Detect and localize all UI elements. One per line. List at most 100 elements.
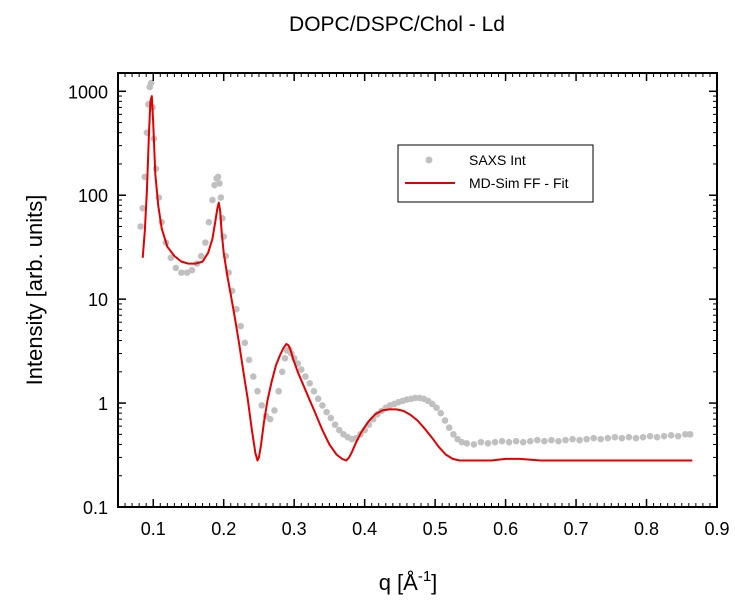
saxs-point [562, 436, 569, 444]
saxs-point [188, 266, 196, 274]
plot-frame [117, 72, 718, 508]
saxs-point [674, 432, 682, 440]
x-tick-label: 0.2 [211, 519, 236, 539]
saxs-point [491, 438, 499, 446]
saxs-point [686, 431, 694, 438]
legend-scatter-marker [425, 156, 433, 164]
legend-label-fit: MD-Sim FF - Fit [469, 175, 569, 191]
saxs-point [653, 433, 661, 441]
saxs-point [484, 440, 492, 447]
saxs-point [428, 400, 436, 408]
saxs-point [660, 432, 668, 440]
saxs-point [331, 421, 339, 428]
saxs-point [512, 437, 520, 445]
saxs-point [323, 408, 330, 416]
saxs-point [639, 433, 647, 441]
y-axis: 0.1 1 10 100 1000 [68, 82, 717, 518]
saxs-point [205, 218, 213, 226]
saxs-point [137, 223, 144, 230]
y-tick-label: 1 [98, 394, 108, 414]
saxs-point [310, 387, 318, 395]
saxs-point [327, 414, 335, 422]
saxs-point [548, 436, 555, 444]
saxs-point [505, 438, 513, 446]
saxs-point [667, 431, 675, 439]
saxs-point [183, 269, 191, 276]
chart-title: DOPC/DSPC/Chol - Ld [289, 13, 505, 36]
saxs-point [139, 204, 146, 212]
legend-box [397, 144, 594, 203]
x-tick-label: 0.3 [282, 519, 307, 539]
saxs-point [275, 387, 282, 395]
md-sim-fit-series [141, 95, 693, 462]
saxs-point [583, 435, 590, 443]
saxs-point [237, 322, 244, 330]
saxs-point [470, 441, 478, 448]
saxs-point [519, 438, 527, 446]
saxs-point [147, 79, 155, 87]
saxs-int-series [137, 79, 694, 448]
saxs-point [576, 436, 583, 444]
x-axis: 0.1 0.2 0.3 0.4 0.5 0.6 0.7 0.8 0.9 [124, 73, 730, 539]
saxs-point [437, 409, 445, 417]
x-axis-title: q [Å-1] [379, 568, 438, 595]
y-tick-label: 10 [88, 290, 108, 310]
saxs-point [233, 305, 240, 313]
legend: SAXS Int MD-Sim FF - Fit [397, 144, 594, 203]
saxs-point [477, 438, 485, 446]
saxs-point [245, 356, 253, 364]
saxs-point [278, 368, 286, 376]
saxs-point [217, 194, 225, 201]
legend-label-saxs: SAXS Int [469, 152, 526, 168]
saxs-point [618, 434, 626, 442]
saxs-point [266, 415, 274, 423]
y-tick-label: 0.1 [83, 498, 108, 518]
y-axis-title: Intensity [arb. units] [22, 195, 47, 386]
saxs-point [178, 269, 185, 276]
saxs-point [433, 404, 440, 412]
x-tick-label: 0.5 [423, 519, 448, 539]
saxs-point [214, 173, 222, 181]
saxs-point [202, 239, 209, 246]
saxs-point [297, 366, 305, 373]
saxs-point [258, 402, 266, 409]
saxs-point [463, 440, 471, 447]
saxs-point [250, 373, 257, 380]
saxs-point [632, 434, 640, 442]
y-tick-label: 1000 [68, 82, 108, 102]
y-tick-label: 100 [78, 186, 108, 206]
saxs-point [646, 432, 654, 440]
saxs-point [167, 254, 175, 262]
saxs-point [569, 435, 576, 443]
x-tick-label: 0.7 [564, 519, 589, 539]
saxs-point [172, 264, 180, 272]
fit-line [141, 95, 693, 462]
saxs-point [319, 402, 326, 409]
saxs-point [209, 196, 216, 204]
saxs-point [314, 395, 322, 403]
saxs-point [526, 437, 534, 445]
saxs-point [590, 434, 597, 442]
saxs-point [604, 434, 612, 442]
saxs-point [541, 437, 548, 445]
saxs-point [611, 433, 619, 441]
saxs-point [254, 387, 261, 395]
x-tick-label: 0.6 [493, 519, 518, 539]
saxs-point [335, 426, 343, 434]
saxs-point [281, 354, 289, 362]
saxs-point [197, 252, 205, 260]
saxs-point [555, 437, 562, 445]
saxs-point [441, 417, 449, 424]
saxs-point [450, 431, 457, 438]
saxs-point [625, 433, 633, 441]
saxs-point [271, 407, 278, 414]
x-tick-label: 0.4 [352, 519, 377, 539]
x-tick-label: 0.9 [704, 519, 729, 539]
saxs-point [498, 437, 506, 445]
x-tick-label: 0.8 [634, 519, 659, 539]
saxs-point [445, 424, 453, 431]
saxs-point [458, 438, 466, 446]
saxs-point [216, 180, 223, 187]
x-tick-label: 0.1 [141, 519, 166, 539]
